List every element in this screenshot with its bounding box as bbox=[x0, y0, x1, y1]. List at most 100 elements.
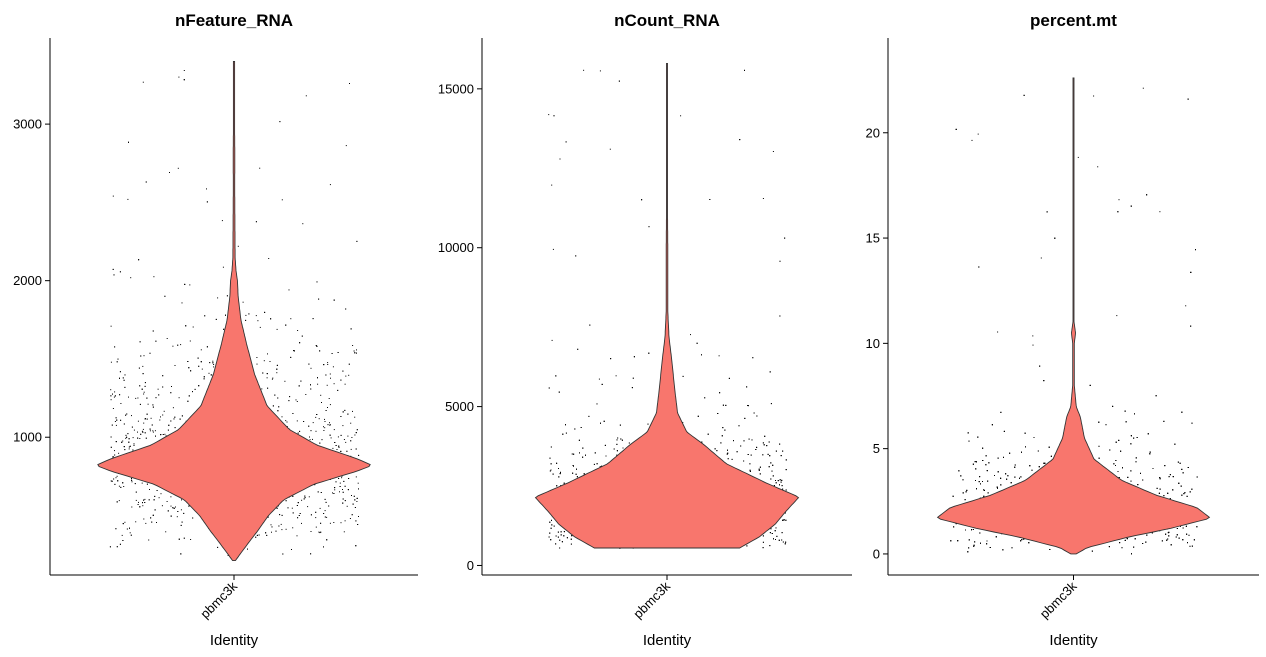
data-point bbox=[618, 80, 620, 82]
data-point bbox=[154, 495, 156, 497]
data-point bbox=[316, 281, 318, 283]
data-point bbox=[769, 545, 771, 547]
data-point bbox=[211, 374, 213, 376]
data-point bbox=[320, 531, 322, 533]
data-point bbox=[743, 440, 745, 442]
data-point bbox=[320, 492, 322, 493]
data-point bbox=[114, 421, 116, 422]
data-point bbox=[315, 511, 317, 513]
data-point bbox=[328, 505, 330, 507]
data-point bbox=[144, 432, 146, 434]
data-point bbox=[128, 446, 130, 448]
data-point bbox=[331, 353, 333, 354]
data-point bbox=[348, 363, 350, 365]
data-point bbox=[733, 440, 734, 442]
data-point bbox=[315, 430, 317, 432]
data-point bbox=[174, 416, 176, 418]
data-point bbox=[212, 360, 214, 362]
data-point bbox=[552, 473, 554, 475]
data-point bbox=[183, 537, 185, 539]
data-point bbox=[155, 397, 157, 399]
data-point bbox=[553, 115, 555, 117]
data-point bbox=[267, 353, 268, 355]
panel-title: nCount_RNA bbox=[614, 11, 720, 30]
data-point bbox=[775, 450, 777, 452]
data-point bbox=[190, 370, 192, 372]
data-point bbox=[164, 433, 166, 435]
x-axis-ticks: pbmc3k bbox=[197, 575, 240, 621]
data-point bbox=[172, 407, 174, 409]
data-point bbox=[172, 345, 174, 347]
data-point bbox=[551, 184, 553, 186]
data-point bbox=[356, 501, 358, 502]
data-point bbox=[324, 421, 326, 422]
data-point bbox=[255, 536, 257, 538]
data-point bbox=[141, 430, 143, 432]
data-point bbox=[139, 403, 141, 405]
data-point bbox=[343, 480, 345, 482]
data-point bbox=[131, 481, 133, 483]
data-point bbox=[335, 481, 337, 483]
data-point bbox=[784, 237, 786, 239]
data-point bbox=[141, 388, 143, 390]
data-point bbox=[119, 371, 121, 373]
data-point bbox=[598, 378, 600, 380]
data-point bbox=[256, 357, 258, 358]
data-point bbox=[255, 221, 257, 223]
data-point bbox=[348, 374, 350, 376]
data-point bbox=[270, 318, 272, 320]
data-point bbox=[144, 498, 146, 500]
data-point bbox=[144, 382, 146, 384]
data-point bbox=[112, 456, 114, 457]
data-point bbox=[130, 534, 132, 536]
data-point bbox=[145, 437, 147, 439]
data-point bbox=[142, 431, 144, 433]
data-point bbox=[690, 334, 691, 336]
data-point bbox=[151, 424, 153, 426]
data-point bbox=[319, 350, 321, 352]
data-point bbox=[578, 439, 580, 441]
data-point bbox=[775, 527, 777, 529]
data-point bbox=[326, 539, 328, 541]
data-point bbox=[566, 537, 568, 539]
data-point bbox=[314, 484, 316, 486]
data-point bbox=[142, 373, 144, 375]
data-point bbox=[345, 375, 347, 377]
data-point bbox=[329, 422, 330, 424]
data-point bbox=[292, 413, 294, 414]
data-point bbox=[303, 498, 305, 500]
data-point bbox=[317, 491, 319, 493]
data-point bbox=[118, 485, 120, 487]
data-point bbox=[310, 553, 312, 555]
data-point bbox=[579, 452, 580, 454]
data-point bbox=[762, 454, 764, 456]
data-point bbox=[114, 450, 115, 452]
data-point bbox=[221, 220, 223, 222]
data-point bbox=[555, 535, 557, 537]
data-point bbox=[549, 470, 551, 472]
data-point bbox=[132, 449, 134, 451]
data-point bbox=[183, 70, 185, 71]
data-point bbox=[641, 199, 643, 201]
data-point bbox=[177, 511, 179, 512]
data-point bbox=[356, 497, 358, 499]
data-point bbox=[143, 518, 145, 520]
data-point bbox=[111, 480, 113, 482]
data-point bbox=[323, 430, 325, 431]
data-point bbox=[122, 440, 124, 442]
data-point bbox=[275, 530, 277, 532]
data-point bbox=[138, 367, 140, 369]
data-point bbox=[682, 375, 684, 377]
data-point bbox=[113, 274, 115, 276]
data-point bbox=[297, 432, 299, 434]
data-point bbox=[345, 308, 347, 310]
data-point bbox=[198, 365, 200, 367]
y-tick-label: 15000 bbox=[438, 81, 474, 96]
data-point bbox=[351, 495, 352, 496]
data-point bbox=[118, 452, 120, 454]
data-point bbox=[200, 361, 202, 363]
data-point bbox=[125, 437, 127, 439]
data-point bbox=[319, 442, 321, 444]
data-point bbox=[298, 385, 300, 387]
data-point bbox=[728, 377, 730, 379]
